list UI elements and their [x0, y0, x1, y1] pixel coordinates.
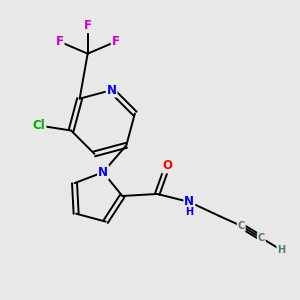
Text: F: F [112, 35, 120, 48]
Text: N: N [98, 166, 108, 179]
Text: N: N [106, 84, 116, 97]
Text: F: F [84, 19, 92, 32]
Text: H: H [185, 207, 194, 217]
Text: F: F [56, 35, 64, 48]
Text: N: N [184, 196, 194, 208]
Text: Cl: Cl [33, 119, 46, 132]
Text: C: C [238, 221, 245, 231]
Text: O: O [162, 160, 172, 172]
Text: C: C [258, 233, 265, 243]
Text: H: H [277, 245, 285, 255]
